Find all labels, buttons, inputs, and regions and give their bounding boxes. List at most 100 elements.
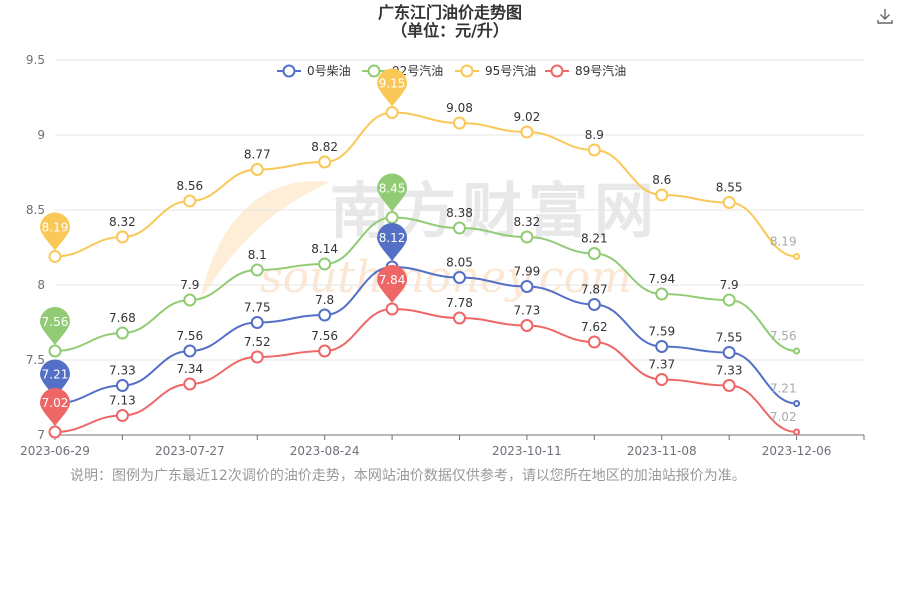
- data-point: [520, 280, 534, 293]
- data-point: [183, 344, 197, 358]
- pin-marker: 8.19: [40, 212, 70, 251]
- y-tick-label: 7.5: [26, 353, 45, 367]
- data-point: [793, 347, 801, 355]
- pin-marker: 7.56: [40, 307, 70, 345]
- data-label: 8.56: [176, 179, 203, 193]
- series-3: 7.13 7.34 7.52 7.56 7.78 7.73 7.62 7.37 7.33 7.02: [48, 296, 801, 439]
- chart-title-line1: 广东江门油价走势图: [377, 3, 522, 22]
- data-label: 8.38: [446, 206, 473, 220]
- data-label: 7.8: [315, 293, 334, 307]
- y-tick-label: 7: [37, 428, 45, 442]
- data-label: 8.82: [311, 140, 338, 154]
- data-label: 7.87: [581, 283, 608, 297]
- data-label: 7.9: [180, 278, 199, 292]
- pin-shape: [377, 223, 408, 261]
- data-label: 7.9: [720, 278, 739, 292]
- pin-marker: 8.12: [377, 223, 408, 261]
- y-tick-label: 9.5: [26, 53, 45, 67]
- data-label: 7.02: [770, 410, 797, 424]
- data-label: 8.32: [514, 215, 541, 229]
- legend-marker: [550, 64, 564, 78]
- data-point: [183, 293, 197, 307]
- data-point: [655, 188, 669, 202]
- data-label: 7.59: [648, 325, 675, 339]
- data-point: [318, 344, 332, 358]
- legend-marker: [282, 64, 296, 78]
- x-tick-label: 2023-11-08: [627, 444, 697, 458]
- data-point: [385, 106, 399, 119]
- pin-label: 8.19: [42, 221, 69, 235]
- data-label: 8.32: [109, 215, 136, 229]
- data-point: [250, 263, 264, 277]
- data-label: 7.33: [109, 364, 136, 378]
- data-label: 7.37: [648, 358, 675, 372]
- data-point: [722, 196, 736, 209]
- data-label: 8.1: [248, 248, 267, 262]
- axes: 7 7.5 8 8.5 9 9.5 2023-06-29 2023-07-27 2023-08-…: [20, 53, 865, 458]
- y-tick-label: 8.5: [26, 203, 45, 217]
- legend-label: 0号柴油: [307, 64, 351, 78]
- legend: 0号柴油 92号汽油 95号汽油 89号汽油: [277, 63, 626, 78]
- pin-shape: [40, 388, 70, 426]
- pin-label: 8.12: [379, 231, 406, 245]
- data-label: 8.9: [585, 128, 604, 142]
- pin-marker: 8.45: [377, 173, 408, 212]
- series-line: [54, 307, 797, 433]
- pin-shape: [40, 212, 70, 251]
- series-layer: 7.33 7.56 7.75 7.8 8.05 7.99 7.87 7.59 7.55 7.21 7…: [40, 68, 801, 439]
- data-label: 7.56: [311, 329, 338, 343]
- data-label: 8.05: [446, 256, 473, 270]
- data-point: [385, 211, 399, 224]
- chart-title: 广东江门油价走势图 （单位：元/升）: [0, 4, 900, 40]
- data-point: [587, 335, 601, 349]
- data-label: 7.34: [176, 362, 203, 376]
- legend-label: 92号汽油: [392, 63, 443, 78]
- pin-shape: [377, 68, 408, 107]
- data-label: 7.73: [514, 304, 541, 318]
- data-label: 7.94: [648, 272, 675, 286]
- legend-label: 89号汽油: [575, 63, 626, 78]
- series-2: 8.32 8.56 8.77 8.82 9.08 9.02 8.9 8.6 8.55 8.19: [48, 101, 801, 263]
- data-point: [48, 425, 62, 439]
- data-label: 7.75: [244, 301, 271, 315]
- data-label: 7.56: [770, 329, 797, 343]
- data-point: [250, 316, 264, 329]
- watermark-swoosh: [200, 181, 330, 300]
- chart-title-line2: （单位：元/升）: [391, 21, 509, 40]
- pin-label: 7.02: [42, 396, 69, 410]
- x-tick-label: 2023-10-11: [492, 444, 562, 458]
- data-point: [115, 230, 129, 244]
- download-icon[interactable]: [875, 6, 895, 26]
- data-label: 7.55: [716, 331, 743, 345]
- data-point: [655, 373, 669, 386]
- data-label: 8.77: [244, 148, 271, 162]
- data-point: [722, 293, 736, 307]
- data-point: [115, 326, 129, 340]
- data-point: [453, 116, 466, 130]
- data-point: [250, 163, 264, 176]
- pin-marker: 9.15: [377, 68, 408, 107]
- data-label: 8.55: [716, 181, 743, 195]
- pin-label: 7.84: [379, 273, 406, 287]
- data-point: [793, 428, 801, 436]
- data-label: 7.33: [716, 364, 743, 378]
- data-point: [115, 409, 129, 422]
- grid: [55, 59, 864, 361]
- data-point: [318, 257, 332, 271]
- series-line: [54, 111, 797, 258]
- data-label: 7.56: [176, 329, 203, 343]
- y-tick-label: 8: [37, 278, 45, 292]
- data-point: [453, 221, 466, 235]
- data-point: [655, 287, 669, 301]
- data-point: [722, 379, 736, 392]
- data-label: 9.08: [446, 101, 473, 115]
- data-label: 7.99: [514, 265, 541, 279]
- data-point: [520, 125, 534, 139]
- legend-marker: [460, 64, 474, 78]
- pin-label: 7.56: [42, 315, 69, 329]
- data-point: [115, 379, 129, 392]
- data-point: [453, 311, 466, 325]
- x-tick-label: 2023-06-29: [20, 444, 90, 458]
- pin-label: 7.21: [42, 368, 69, 382]
- pin-marker: 7.21: [40, 359, 70, 398]
